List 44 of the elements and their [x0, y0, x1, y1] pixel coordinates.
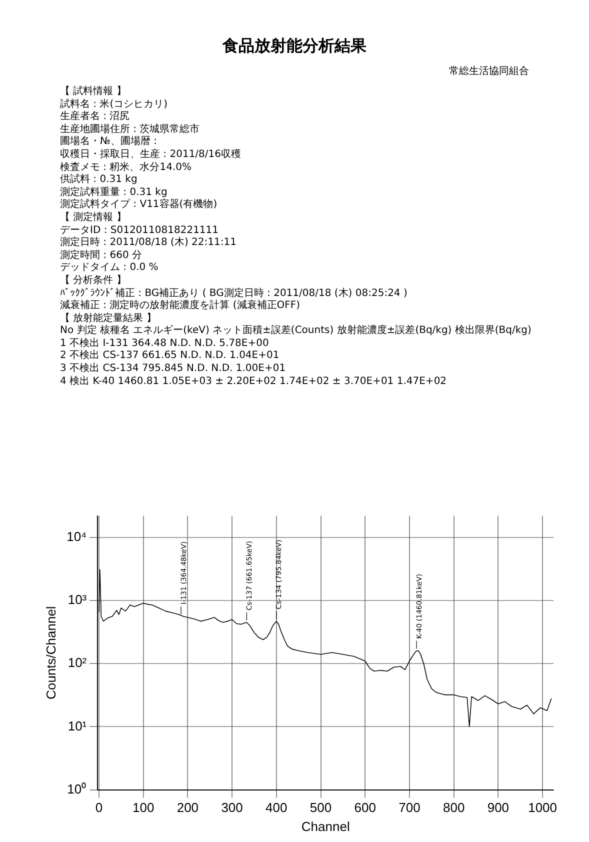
text: 測定試料タイプ : V11容器(有機物) — [60, 199, 218, 212]
text: 【 測定情報 】 — [60, 212, 128, 225]
text: No 判定 核種名 エネルギー(keV) ネット面積±誤差(Counts) 放射能濃度±誤差(Bq/kg) 検出限界(Bq/kg) — [60, 325, 532, 338]
x-tick-label: 600 — [354, 800, 376, 816]
text: 1 不検出 I-131 364.48 N.D. N.D. 5.78E+00 — [60, 338, 270, 350]
text: ﾊﾞｯｸｸﾞﾗｳﾝﾄﾞ補正 : BG補正あり ( BG測定日時 : 2011/08/18 (木) 08:25:24 ) — [60, 288, 408, 300]
text: 減衰補正 : 測定時の放射能濃度を計算 (減衰補正OFF) — [60, 300, 302, 312]
y-axis-title: Counts/Channel — [43, 606, 58, 700]
y-tick-label: 10² — [68, 655, 88, 670]
y-tick-label: 10⁰ — [67, 781, 87, 796]
text: デッドタイム : 0.0 % — [60, 262, 160, 274]
text: 収穫日・採取日、生産 : 2011/8/16収穫 — [60, 148, 242, 162]
text: 【 試料情報 】 — [60, 86, 128, 98]
text: 圃場名・№、圃場暦 : — [60, 136, 158, 148]
x-axis-title: Channel — [301, 818, 350, 834]
text: データID : S0120110818221111 — [60, 224, 220, 236]
text: 検査メモ : 籾米、水分14.0% — [60, 162, 192, 174]
y-tick-label: 10⁴ — [66, 528, 87, 544]
x-tick-label: 700 — [398, 800, 420, 816]
text: 2 不検出 CS-137 661.65 N.D. N.D. 1.04E+01 — [60, 350, 280, 362]
x-tick-label: 500 — [310, 800, 332, 816]
y-tick-label: 10¹ — [68, 718, 88, 734]
x-tick-label: 800 — [442, 800, 465, 816]
chart-title: 食品放射能分析結果 — [221, 36, 368, 57]
text: 測定試料重量 : 0.31 kg — [60, 186, 168, 198]
y-tick-label: 10³ — [68, 592, 88, 608]
x-tick-label: 0 — [95, 800, 103, 816]
text: 測定時間 : 660 分 — [60, 250, 143, 262]
x-tick-label: 1000 — [528, 800, 557, 816]
x-tick-label: 900 — [487, 800, 510, 816]
text: 試料名 : 米(コシヒカリ) — [60, 98, 169, 110]
text: 4 検出 K-40 1460.81 1.05E+03 ± 2.20E+02 1.74E+02 ± 3.70E+01 1.47E+02 — [60, 376, 448, 388]
x-tick-label: 100 — [132, 800, 154, 816]
x-tick-label: 400 — [266, 800, 288, 816]
text: 生産者名 : 沼尻 — [60, 111, 131, 124]
text: 測定日時 : 2011/08/18 (木) 22:11:11 — [60, 237, 238, 250]
x-tick-label: 200 — [176, 800, 199, 816]
text: 生産地圃場住所 : 茨城県常総市 — [60, 124, 201, 136]
text: 【 分析条件 】 — [60, 274, 128, 288]
text: 【 放射能定量結果 】 — [60, 312, 158, 324]
text: 3 不検出 CS-134 795.845 N.D. N.D. 1.00E+01 — [60, 363, 287, 376]
chart-subtitle: 常総生活協同組合 — [449, 64, 529, 78]
x-tick-label: 300 — [221, 800, 243, 816]
text: 供試料 : 0.31 kg — [60, 174, 138, 186]
